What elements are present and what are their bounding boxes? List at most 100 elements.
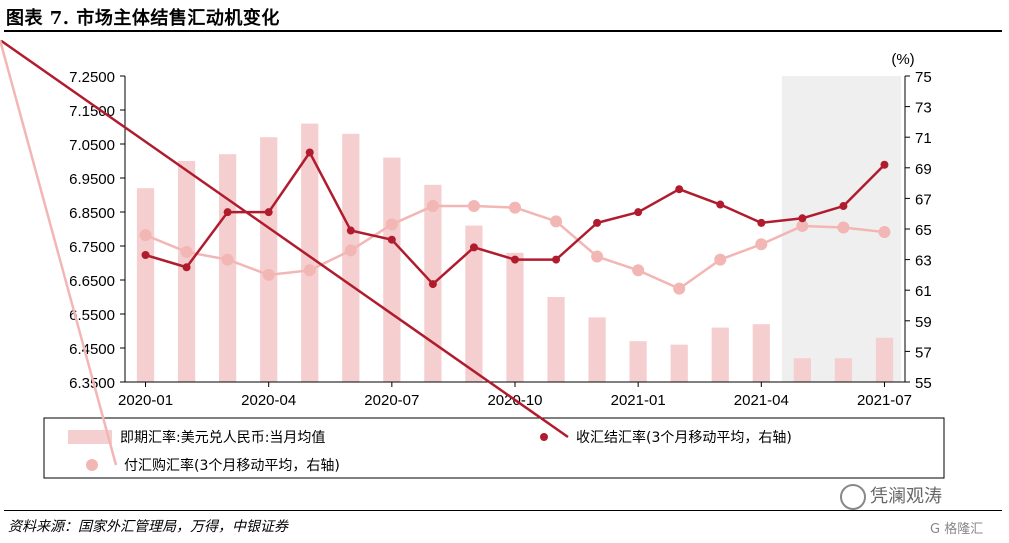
x-tick-label: 2020-04	[241, 392, 296, 409]
right-tick-label: 59	[915, 314, 932, 331]
left-tick-label: 6.6500	[69, 273, 115, 290]
point-settlement-2020-09	[469, 243, 478, 252]
right-tick-label: 69	[915, 161, 932, 178]
legend-line1-label: 收汇结汇率(3个月移动平均，右轴)	[576, 429, 792, 446]
point-purchase-2020-10	[509, 201, 521, 214]
bar-2020-07	[383, 157, 401, 382]
point-purchase-2020-03	[221, 253, 234, 266]
legend-line1-marker	[540, 433, 548, 441]
right-tick-label: 73	[915, 100, 932, 117]
point-settlement-2021-04	[757, 218, 766, 227]
bar-2020-12	[588, 317, 606, 382]
point-settlement-2020-03	[223, 208, 232, 217]
point-settlement-2020-07	[387, 235, 396, 244]
point-purchase-2020-12	[591, 250, 604, 263]
bar-2021-02	[670, 344, 688, 382]
right-tick-label: 57	[915, 344, 932, 361]
point-settlement-2021-03	[716, 200, 725, 209]
bar-2020-04	[260, 137, 278, 382]
point-purchase-2021-01	[632, 264, 645, 277]
right-tick-label: 67	[915, 191, 932, 208]
right-tick-label: 65	[915, 222, 932, 239]
point-settlement-2020-04	[264, 208, 273, 217]
right-tick-label: 61	[915, 283, 932, 300]
bar-2021-04	[752, 324, 770, 382]
point-settlement-2021-07	[880, 160, 889, 169]
bar-2021-03	[711, 327, 729, 382]
bar-2021-06	[834, 358, 853, 382]
point-purchase-2021-07	[878, 226, 891, 239]
point-purchase-2020-02	[180, 245, 193, 258]
point-settlement-2020-02	[182, 263, 191, 272]
point-purchase-2020-01	[139, 229, 152, 242]
bar-2020-01	[136, 188, 155, 382]
left-tick-label: 6.3500	[69, 375, 115, 392]
left-tick-label: 6.7500	[69, 239, 115, 256]
legend-line1-swatch	[0, 40, 569, 439]
legend-box	[43, 417, 945, 479]
right-tick-label: 75	[915, 69, 932, 86]
top-rule	[4, 30, 1002, 32]
point-settlement-2020-01	[141, 251, 150, 260]
left-tick-label: 6.4500	[69, 341, 115, 358]
bar-2020-03	[219, 154, 237, 382]
legend: 即期汇率:美元兑人民币:当月均值 收汇结汇率(3个月移动平均，右轴) 付汇购汇率…	[0, 40, 945, 479]
point-purchase-2021-05	[796, 219, 809, 232]
legend-line2-label: 付汇购汇率(3个月移动平均，右轴)	[124, 457, 340, 474]
bottom-rule	[4, 510, 1002, 511]
point-purchase-2020-08	[426, 200, 439, 213]
legend-bar-swatch	[68, 430, 112, 444]
axes-layer: 7.2500 7.1500 7.0500 6.9500 6.8500 6.7500 6.65…	[69, 51, 932, 409]
x-tick-label: 2020-07	[364, 392, 419, 409]
point-purchase-2021-06	[837, 221, 850, 234]
point-purchase-2020-07	[385, 218, 398, 231]
page-title: 图表 7. 市场主体结售汇动机变化	[6, 8, 280, 29]
bar-2021-05	[793, 358, 811, 382]
left-tick-label: 7.2500	[69, 69, 115, 86]
x-tick-label: 2020-01	[118, 392, 173, 409]
point-settlement-2021-05	[798, 214, 807, 223]
x-tick-label: 2021-04	[734, 392, 789, 409]
point-settlement-2021-06	[839, 202, 848, 211]
bar-2020-06	[342, 133, 360, 382]
source-note: 资料来源：国家外汇管理局，万得，中银证券	[8, 519, 288, 535]
point-purchase-2021-03	[714, 253, 727, 266]
watermark: 凭澜观涛	[840, 482, 942, 510]
lines-layer	[139, 148, 891, 295]
point-settlement-2021-02	[675, 185, 684, 194]
legend-line2-swatch	[0, 40, 118, 466]
right-axis-unit: (%)	[891, 51, 914, 68]
point-settlement-2020-08	[428, 280, 437, 289]
watermark-text: 凭澜观涛	[870, 486, 942, 507]
point-purchase-2020-11	[550, 215, 563, 228]
point-purchase-2020-09	[467, 200, 480, 213]
left-tick-label: 7.0500	[69, 137, 115, 154]
legend-line2-marker	[86, 459, 98, 471]
bar-2021-01	[629, 341, 647, 382]
legend-bar-label: 即期汇率:美元兑人民币:当月均值	[120, 429, 325, 446]
right-tick-label: 63	[915, 253, 932, 270]
left-tick-label: 6.9500	[69, 171, 115, 188]
left-tick-label: 7.1500	[69, 103, 115, 120]
x-tick-label: 2021-07	[857, 392, 912, 409]
point-settlement-2020-05	[305, 148, 314, 157]
right-tick-label: 71	[915, 130, 932, 147]
point-settlement-2021-01	[634, 208, 643, 217]
bar-2020-02	[177, 161, 196, 382]
bar-2020-05	[301, 123, 319, 382]
point-purchase-2020-04	[262, 268, 275, 281]
point-purchase-2020-06	[344, 244, 357, 257]
bars-layer	[136, 123, 894, 382]
bar-2020-11	[547, 297, 565, 382]
point-settlement-2020-06	[346, 226, 355, 235]
x-tick-label: 2021-01	[611, 392, 666, 409]
point-purchase-2021-04	[755, 238, 768, 251]
bar-2020-10	[506, 252, 524, 382]
point-settlement-2020-12	[593, 218, 602, 227]
left-tick-label: 6.8500	[69, 205, 115, 222]
left-tick-label: 6.5500	[69, 307, 115, 324]
bar-2021-07	[875, 337, 894, 382]
point-settlement-2020-11	[552, 255, 561, 264]
right-tick-label: 55	[915, 375, 932, 392]
bar-2020-09	[465, 225, 483, 382]
